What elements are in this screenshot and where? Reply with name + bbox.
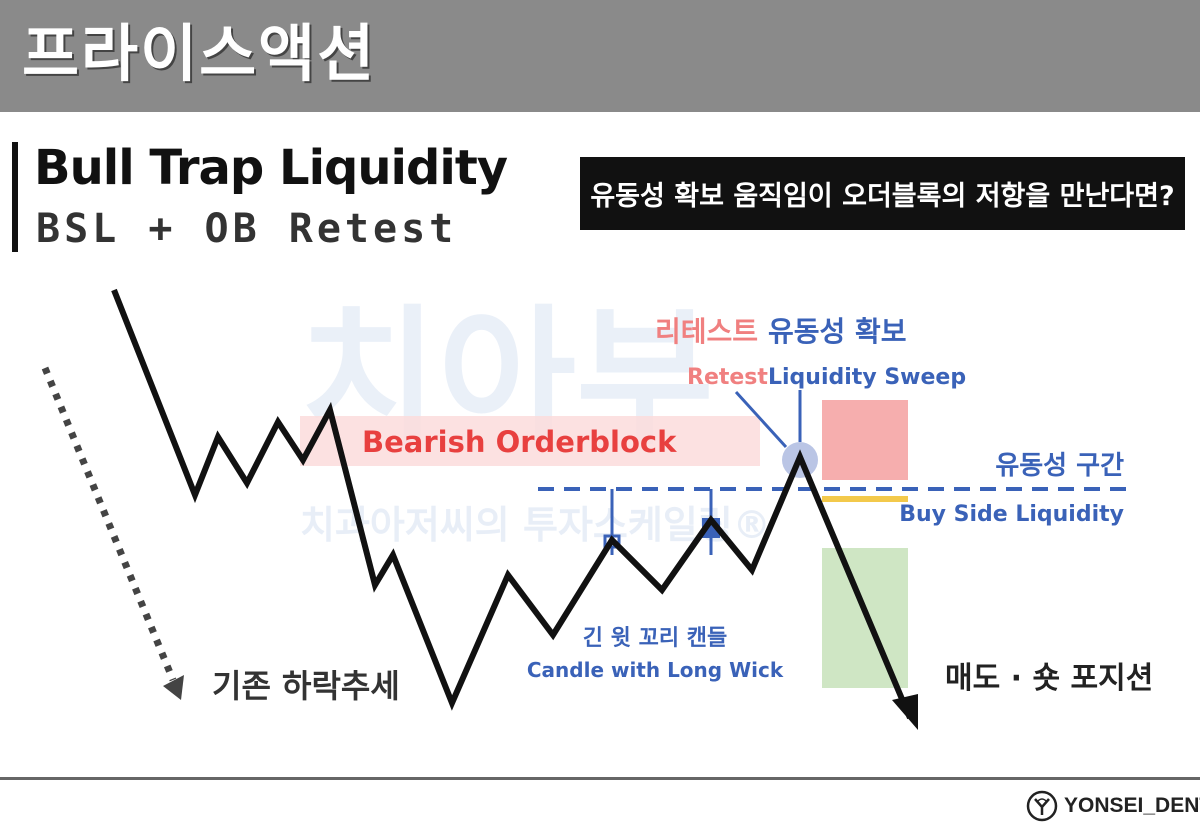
sub-title: BSL + OB Retest (36, 206, 458, 252)
retest-pointer (734, 390, 788, 449)
question-box: 유동성 확보 움직임이 오더블록의 저항을 만난다면? (580, 157, 1185, 230)
liquidity-zone-kr-label: 유동성 구간 (995, 451, 1124, 481)
downtrend-arrow-head (163, 675, 184, 700)
brand-name: YONSEI_DENT (1064, 794, 1200, 817)
orderblock-zone (300, 416, 760, 466)
downtrend-dotted-line (41, 366, 177, 682)
wick-en-label: Candle with Long Wick (527, 658, 784, 682)
brand-logo-icon (1026, 790, 1058, 822)
liquidity-zone-en-label: Buy Side Liquidity (899, 502, 1124, 527)
orderblock-label: Bearish Orderblock (362, 425, 677, 459)
footer-divider (0, 777, 1200, 780)
price-arrow-head (892, 694, 918, 730)
short-position-label: 매도 · 숏 포지션 (945, 661, 1153, 696)
wick-kr-label: 긴 윗 꼬리 캔들 (583, 626, 727, 651)
retest-kr-label: 리테스트 (655, 315, 758, 348)
header-title: 프라이스액션 (22, 17, 377, 90)
downtrend-label: 기존 하락추세 (212, 667, 400, 705)
stop-loss-zone (822, 400, 908, 480)
title-accent-bar (12, 142, 18, 252)
watermark-small: 치과아저씨의 투자스케일링® (300, 503, 771, 547)
price-path (111, 288, 913, 720)
sweep-en-label: Liquidity Sweep (768, 365, 966, 390)
header-bar: 프라이스액션 (0, 0, 1200, 112)
entry-line (822, 496, 908, 502)
main-title: Bull Trap Liquidity (34, 140, 508, 196)
retest-en-label: Retest (687, 365, 768, 390)
sweep-kr-label: 유동성 확보 (768, 315, 907, 348)
